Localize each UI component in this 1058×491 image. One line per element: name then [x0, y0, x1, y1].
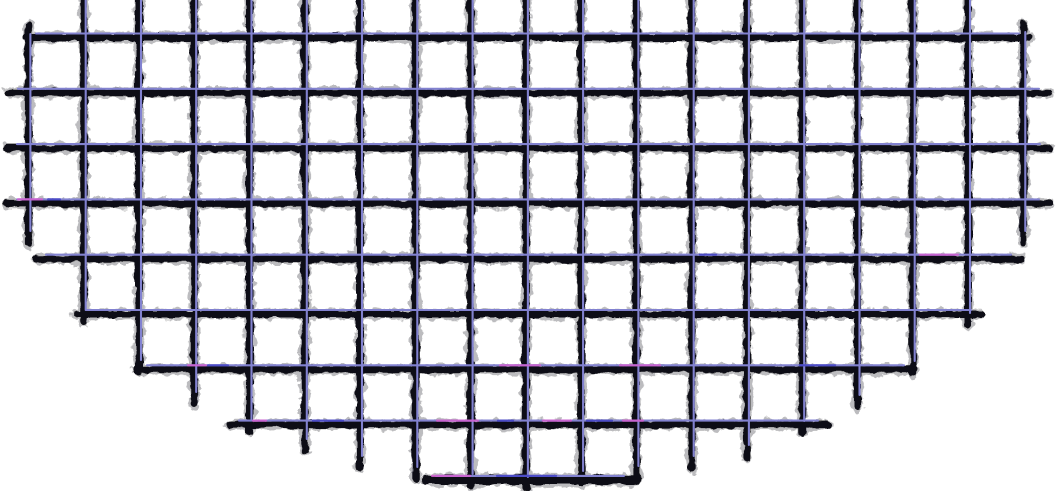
guide-line-layer [15, 0, 1042, 479]
speck-layer [16, 198, 960, 477]
